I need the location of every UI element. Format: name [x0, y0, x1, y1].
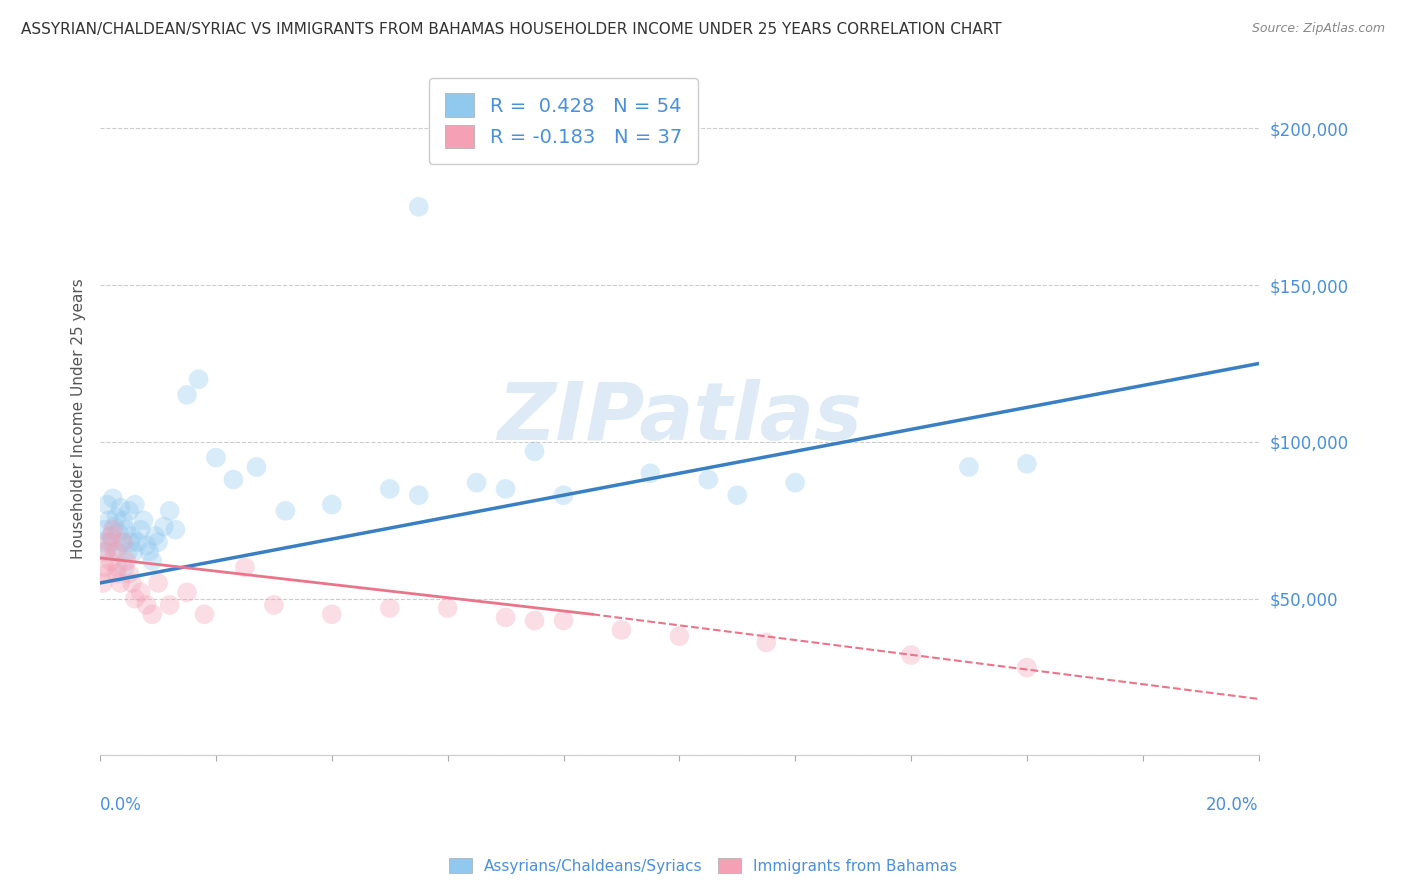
Point — [120, 535, 142, 549]
Point — [114, 560, 136, 574]
Point — [495, 482, 517, 496]
Point — [104, 519, 127, 533]
Point — [129, 523, 152, 537]
Point — [100, 529, 122, 543]
Point — [110, 576, 132, 591]
Point — [96, 498, 118, 512]
Point — [697, 473, 720, 487]
Point — [100, 535, 122, 549]
Point — [115, 554, 138, 568]
Point — [141, 607, 163, 622]
Point — [105, 566, 128, 581]
Point — [129, 585, 152, 599]
Text: Source: ZipAtlas.com: Source: ZipAtlas.com — [1251, 22, 1385, 36]
Point — [187, 372, 209, 386]
Point — [222, 473, 245, 487]
Text: 0.0%: 0.0% — [100, 796, 142, 814]
Point — [104, 544, 127, 558]
Point — [100, 529, 122, 543]
Text: ZIPatlas: ZIPatlas — [496, 379, 862, 458]
Point — [321, 498, 343, 512]
Point — [121, 576, 143, 591]
Point — [118, 504, 141, 518]
Point — [122, 544, 145, 558]
Point — [132, 513, 155, 527]
Point — [274, 504, 297, 518]
Point — [100, 554, 122, 568]
Point — [124, 498, 146, 512]
Point — [107, 560, 129, 574]
Point — [101, 523, 124, 537]
Y-axis label: Householder Income Under 25 years: Householder Income Under 25 years — [72, 278, 86, 558]
Point — [755, 635, 778, 649]
Point — [900, 648, 922, 662]
Point — [97, 535, 120, 549]
Point — [91, 576, 114, 591]
Point — [553, 488, 575, 502]
Point — [610, 623, 633, 637]
Text: ASSYRIAN/CHALDEAN/SYRIAC VS IMMIGRANTS FROM BAHAMAS HOUSEHOLDER INCOME UNDER 25 : ASSYRIAN/CHALDEAN/SYRIAC VS IMMIGRANTS F… — [21, 22, 1001, 37]
Point — [245, 460, 267, 475]
Point — [159, 504, 181, 518]
Point — [153, 519, 176, 533]
Point — [640, 467, 662, 481]
Point — [105, 510, 128, 524]
Point — [436, 601, 458, 615]
Point — [233, 560, 256, 574]
Point — [523, 614, 546, 628]
Point — [121, 529, 143, 543]
Point — [408, 488, 430, 502]
Text: 20.0%: 20.0% — [1206, 796, 1258, 814]
Point — [118, 566, 141, 581]
Point — [94, 544, 117, 558]
Point — [495, 610, 517, 624]
Point — [101, 491, 124, 506]
Point — [378, 601, 401, 615]
Point — [143, 529, 166, 543]
Point — [127, 535, 149, 549]
Point — [97, 513, 120, 527]
Point — [115, 523, 138, 537]
Point — [112, 535, 135, 549]
Point — [957, 460, 980, 475]
Point — [263, 598, 285, 612]
Point — [107, 544, 129, 558]
Point — [465, 475, 488, 490]
Point — [141, 554, 163, 568]
Point — [107, 525, 129, 540]
Point — [96, 566, 118, 581]
Point — [111, 535, 134, 549]
Point — [117, 544, 139, 558]
Point — [110, 500, 132, 515]
Point — [135, 598, 157, 612]
Point — [176, 388, 198, 402]
Point — [523, 444, 546, 458]
Point — [321, 607, 343, 622]
Point — [135, 538, 157, 552]
Point — [146, 576, 169, 591]
Point — [193, 607, 215, 622]
Point — [205, 450, 228, 465]
Point — [1015, 457, 1038, 471]
Point — [159, 598, 181, 612]
Point — [138, 544, 160, 558]
Point — [94, 560, 117, 574]
Point — [408, 200, 430, 214]
Point — [1015, 660, 1038, 674]
Legend: Assyrians/Chaldeans/Syriacs, Immigrants from Bahamas: Assyrians/Chaldeans/Syriacs, Immigrants … — [443, 852, 963, 880]
Point — [785, 475, 807, 490]
Point — [165, 523, 187, 537]
Point — [124, 591, 146, 606]
Point — [668, 629, 690, 643]
Point — [91, 535, 114, 549]
Point — [176, 585, 198, 599]
Point — [94, 544, 117, 558]
Point — [725, 488, 748, 502]
Point — [378, 482, 401, 496]
Point — [112, 513, 135, 527]
Point — [146, 535, 169, 549]
Point — [94, 523, 117, 537]
Legend: R =  0.428   N = 54, R = -0.183   N = 37: R = 0.428 N = 54, R = -0.183 N = 37 — [429, 78, 697, 164]
Point — [553, 614, 575, 628]
